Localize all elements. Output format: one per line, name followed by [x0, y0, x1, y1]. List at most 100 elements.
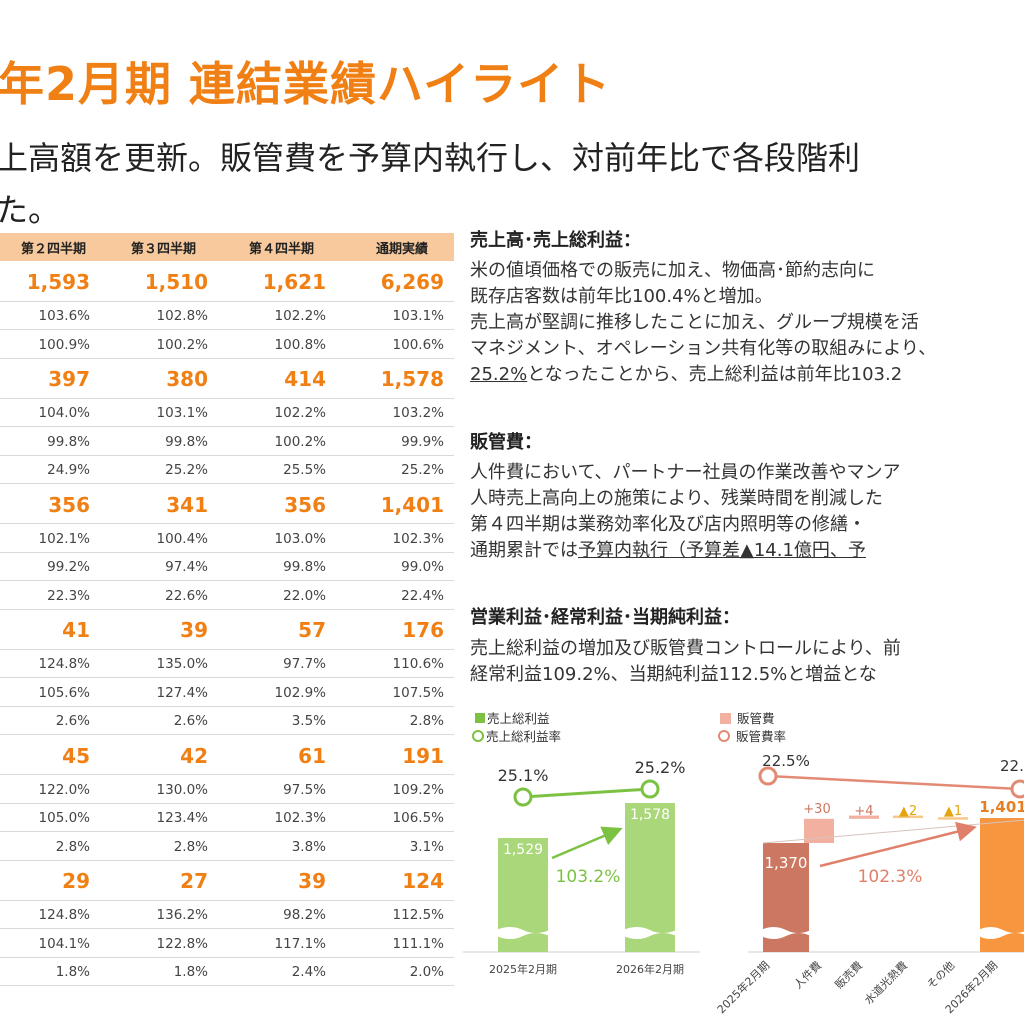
- x-tick-label: 2026年2月期: [616, 962, 684, 976]
- x-tick-label: 2026年2月期: [942, 958, 1000, 1016]
- table-cell: 6,269: [380, 270, 444, 294]
- sga-rate-label: 22.5%: [762, 752, 810, 770]
- sga-waterfall-chart: +30 +4 ▲2 ▲1 1,370 1,401 22.5% 22.4% 102.3% 2025年…: [714, 752, 1024, 1016]
- table-cell: 356: [284, 492, 326, 517]
- x-tick-label: 2025年2月期: [489, 962, 557, 976]
- sales-text-4: マネジメント、オペレーション共有化等の取組みにより、: [470, 338, 937, 359]
- table-cell: 2.4%: [291, 964, 326, 980]
- table-cell: 29: [62, 869, 90, 893]
- bar-value-label: 1,529: [503, 842, 543, 858]
- row-divider: [0, 300, 454, 302]
- row-divider: [0, 523, 454, 524]
- sales-text-1: 米の値頃価格での販売に加え、物価高･節約志向に: [470, 260, 875, 281]
- table-cell: 25.5%: [283, 462, 326, 478]
- bar-value-label: 1,370: [765, 854, 808, 872]
- table-row: 1.8% 1.8% 2.4% 2.0%: [0, 957, 454, 986]
- table-cell: 24.9%: [47, 462, 90, 478]
- table-cell: 3.8%: [291, 838, 326, 855]
- table-cell: 99.2%: [47, 559, 90, 575]
- table-cell: 99.8%: [283, 559, 326, 575]
- sga-rate-label: 22.4%: [1000, 757, 1024, 775]
- table-cell: 1.8%: [55, 964, 90, 980]
- table-header: 第２四半期 第３四半期 第４四半期 通期実績: [0, 233, 454, 261]
- table-cell: 122.0%: [38, 781, 90, 798]
- table-cell: 106.5%: [392, 810, 444, 826]
- table-cell: 103.2%: [392, 405, 444, 421]
- table-cell: 122.8%: [156, 935, 208, 952]
- table-cell: 22.6%: [165, 587, 208, 604]
- profit-text-1: 売上総利益の増加及び販管費コントロールにより、前: [470, 638, 901, 659]
- table-cell: 99.8%: [165, 433, 208, 450]
- row-divider: [0, 483, 454, 484]
- sga-step-bar: [804, 818, 834, 843]
- sga-text-1: 人件費において、パートナー社員の作業改善やマンア: [470, 462, 901, 483]
- table-cell: 107.5%: [392, 684, 444, 701]
- table-cell: 103.1%: [392, 308, 444, 324]
- table-cell: 397: [48, 367, 90, 391]
- gross-margin-label: 25.1%: [498, 766, 549, 785]
- sga-text-4: 通期累計では予算内執行（予算差▲14.1億円、予: [470, 538, 866, 564]
- sales-text-2: 既存店客数は前年比100.4%と増加。: [470, 286, 773, 307]
- row-divider: [0, 705, 454, 707]
- table-cell: 105.6%: [38, 684, 90, 701]
- x-tick-label: 人件費: [791, 958, 824, 991]
- row-divider: [0, 802, 454, 804]
- sga-start-bar: [763, 843, 809, 952]
- table-row: 45 42 61 191: [0, 735, 454, 775]
- row-divider: [0, 859, 454, 861]
- table-row: 2.6% 2.6% 3.5% 2.8%: [0, 706, 454, 735]
- table-cell: 102.2%: [274, 405, 326, 421]
- table-cell: 100.4%: [156, 530, 208, 547]
- gross-margin-label: 25.2%: [635, 758, 686, 777]
- row-divider: [0, 608, 454, 610]
- row-divider: [0, 397, 454, 399]
- axis-break-mark: [761, 927, 811, 939]
- gross-profit-bar: [498, 838, 548, 952]
- col-header-q4: 第４四半期: [248, 242, 314, 257]
- table-cell: 123.4%: [156, 810, 208, 826]
- section-heading-sga: 販管費：: [470, 432, 542, 453]
- sga-text-4-prefix: 通期累計では: [470, 540, 578, 561]
- table-cell: 22.4%: [401, 587, 444, 604]
- gross-margin-point: [640, 779, 660, 799]
- table-cell: 380: [166, 367, 208, 391]
- table-cell: 98.2%: [283, 907, 326, 923]
- row-divider: [0, 774, 454, 775]
- gross-margin-point: [513, 787, 533, 807]
- x-tick-label: 水道光熱費: [861, 958, 910, 1007]
- table-cell: 124.8%: [38, 656, 90, 672]
- table-cell: 102.1%: [38, 530, 90, 547]
- sga-end-bar: [980, 818, 1024, 952]
- sga-text-3: 第４四半期は業務効率化及び店内照明等の修繕・: [470, 514, 866, 535]
- row-divider: [0, 426, 454, 427]
- step-value-label: ▲2: [899, 804, 917, 819]
- table-cell: 136.2%: [156, 907, 208, 923]
- table-cell: 2.8%: [409, 713, 444, 729]
- table-row: 1,593 1,510 1,621 6,269: [0, 261, 454, 301]
- axis-break-mark: [978, 927, 1024, 939]
- table-cell: 1,593: [26, 270, 90, 294]
- table-cell: 109.2%: [392, 781, 444, 798]
- table-cell: 39: [180, 618, 208, 642]
- gross-profit-bar: [625, 803, 675, 952]
- table-row: 24.9% 25.2% 25.5% 25.2%: [0, 455, 454, 484]
- sales-text-5: 25.2%となったことから、売上総利益は前年比103.2: [470, 362, 902, 388]
- col-header-full-year: 通期実績: [375, 242, 428, 257]
- sga-rate-point: [1010, 779, 1024, 799]
- row-divider: [0, 928, 454, 929]
- profit-text-2: 経常利益109.2%、当期純利益112.5%と増益とな: [470, 664, 877, 685]
- growth-arrow: [551, 826, 623, 860]
- table-cell: 102.3%: [392, 530, 444, 547]
- table-row: 124.8% 136.2% 98.2% 112.5%: [0, 900, 454, 929]
- table-cell: 45: [62, 743, 90, 768]
- sga-rate-line: [767, 774, 1021, 791]
- table-cell: 111.1%: [392, 935, 444, 952]
- table-row: 105.0% 123.4% 102.3% 106.5%: [0, 803, 454, 832]
- table-row: 103.6% 102.8% 102.2% 103.1%: [0, 301, 454, 330]
- step-value-label: ▲1: [944, 804, 962, 819]
- axis-break-mark: [496, 927, 550, 939]
- sga-step-bar: [893, 815, 923, 819]
- x-tick-label: 販売費: [832, 958, 865, 991]
- table-cell: 414: [284, 367, 326, 391]
- legend-gross-margin: 売上総利益率: [472, 726, 561, 745]
